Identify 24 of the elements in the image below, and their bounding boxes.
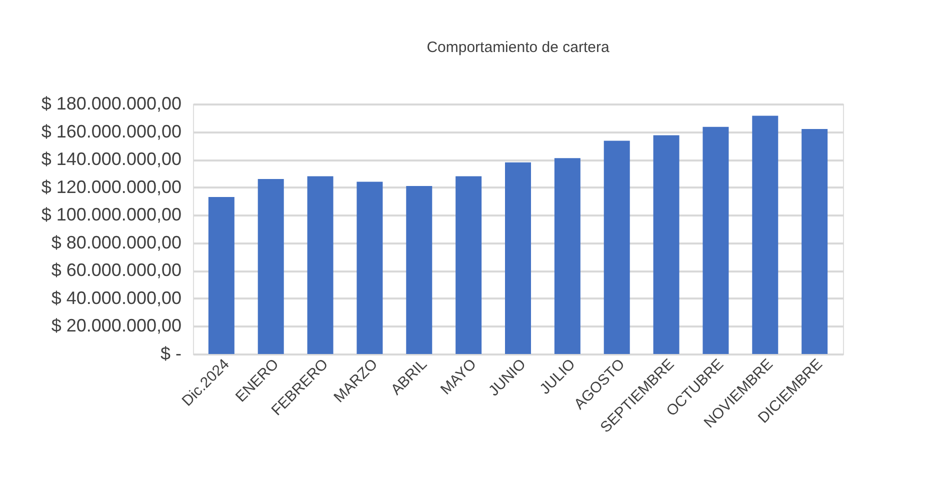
- bar: [653, 135, 680, 354]
- y-tick-label: $ 180.000.000,00: [41, 94, 182, 114]
- y-tick-label: $ 160.000.000,00: [41, 121, 182, 142]
- y-tick-label: $ -: [160, 344, 182, 364]
- bar: [258, 179, 284, 354]
- bar: [356, 182, 383, 354]
- bar: [554, 158, 580, 354]
- bar: [505, 162, 531, 354]
- y-tick-label: $ 40.000.000,00: [51, 288, 182, 308]
- bar: [752, 116, 778, 354]
- bar: [208, 197, 234, 354]
- y-tick-label: $ 20.000.000,00: [51, 316, 182, 336]
- bar: [802, 129, 828, 354]
- bar: [702, 126, 729, 354]
- bar: [406, 186, 432, 354]
- bar: [456, 176, 482, 354]
- y-tick-label: $ 80.000.000,00: [51, 232, 182, 252]
- y-tick-label: $ 140.000.000,00: [41, 149, 182, 170]
- bar: [307, 176, 334, 354]
- y-tick-label: $ 120.000.000,00: [41, 176, 182, 197]
- y-tick-label: $ 100.000.000,00: [41, 204, 182, 225]
- chart-title: Comportamiento de cartera: [426, 39, 610, 56]
- y-tick-label: $ 60.000.000,00: [51, 260, 182, 280]
- bar: [604, 140, 630, 354]
